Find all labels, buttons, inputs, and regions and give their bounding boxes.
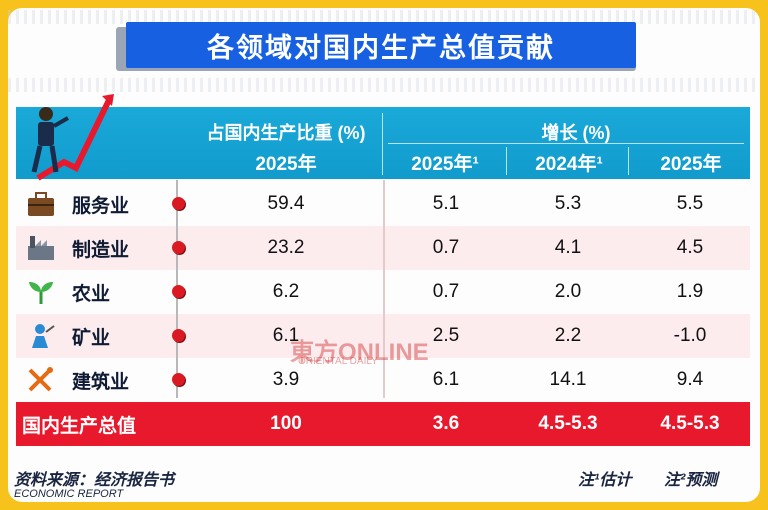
header-divider <box>506 147 507 175</box>
growth-header-label: 增长 (%) <box>541 123 611 143</box>
growth-value: 1.9 <box>676 281 704 302</box>
footnote-estimate: 注¹估计 <box>578 472 632 489</box>
growth-value: 2.5 <box>432 325 460 346</box>
total-share: 100 <box>270 413 302 434</box>
plant-icon <box>29 282 53 304</box>
pin-marker <box>172 329 185 342</box>
decorative-stripe <box>8 10 760 24</box>
share-value: 59.4 <box>267 193 305 214</box>
growth-value: 4.5 <box>676 237 704 258</box>
growth-col-3: 2025年 <box>660 154 722 175</box>
growth-value: 14.1 <box>549 369 587 390</box>
total-growth: 4.5-5.3 <box>538 413 598 434</box>
miner-icon <box>32 324 55 348</box>
tools-icon <box>28 367 53 392</box>
source-text: 资料来源：经济报告书 <box>14 472 175 489</box>
pin-marker <box>172 285 185 298</box>
share-year-label: 2025年 <box>255 154 317 175</box>
total-row: 国内生产总值 100 3.6 4.5-5.3 4.5-5.3 <box>16 402 750 446</box>
sector-label: 农业 <box>72 283 111 305</box>
growth-value: 0.7 <box>432 237 460 258</box>
growth-value: 2.0 <box>554 281 582 302</box>
share-header-label: 占国内生产比重 (%) <box>206 123 366 143</box>
pin-marker <box>172 197 185 210</box>
growth-col-2: 2024年¹ <box>535 154 603 175</box>
table-header: 占国内生产比重 (%) 2025年 增长 (%) 2025年¹ 2024年¹ 2… <box>16 107 750 179</box>
sector-label: 建筑业 <box>72 371 130 393</box>
page-title: 各领域对国内生产总值贡献 <box>126 22 636 68</box>
briefcase-icon <box>28 192 54 216</box>
source-subtext: ECONOMIC REPORT <box>14 488 124 500</box>
growth-value: 6.1 <box>432 369 460 390</box>
column-divider <box>383 180 385 398</box>
header-divider <box>388 143 744 144</box>
pin-marker <box>172 373 185 386</box>
growth-value: 0.7 <box>432 281 460 302</box>
header-divider <box>382 113 383 175</box>
footnote-forecast: 注²预测 <box>664 472 718 489</box>
sector-label: 矿业 <box>72 327 111 349</box>
watermark-logo: 東方ONLINE <box>290 339 429 366</box>
sector-label: 服务业 <box>72 195 130 217</box>
header-divider <box>628 147 629 175</box>
sector-label: 制造业 <box>72 239 130 261</box>
growth-value: 5.1 <box>432 193 460 214</box>
growth-col-1: 2025年¹ <box>411 154 479 175</box>
table-row: 建筑业 3.9 6.1 14.1 9.4 <box>16 358 750 402</box>
share-value: 6.2 <box>272 281 300 302</box>
table-row: 服务业 59.4 5.1 5.3 5.5 <box>16 182 750 226</box>
growth-value: 9.4 <box>676 369 704 390</box>
total-growth: 3.6 <box>432 413 460 434</box>
total-label: 国内生产总值 <box>22 415 137 437</box>
share-value: 6.1 <box>272 325 300 346</box>
growth-value: 5.5 <box>676 193 704 214</box>
share-value: 23.2 <box>267 237 305 258</box>
growth-value: 4.1 <box>554 237 582 258</box>
share-value: 3.9 <box>272 369 300 390</box>
decorative-stripe <box>8 78 760 92</box>
table-row: 农业 6.2 0.7 2.0 1.9 <box>16 270 750 314</box>
total-growth: 4.5-5.3 <box>660 413 720 434</box>
watermark-sub: ORIENTAL DAILY <box>298 356 378 367</box>
growth-man-icon <box>31 94 114 181</box>
growth-value: 5.3 <box>554 193 582 214</box>
growth-value: -1.0 <box>673 325 707 346</box>
growth-value: 2.2 <box>554 325 582 346</box>
pin-marker <box>172 241 185 254</box>
factory-icon <box>28 236 54 260</box>
